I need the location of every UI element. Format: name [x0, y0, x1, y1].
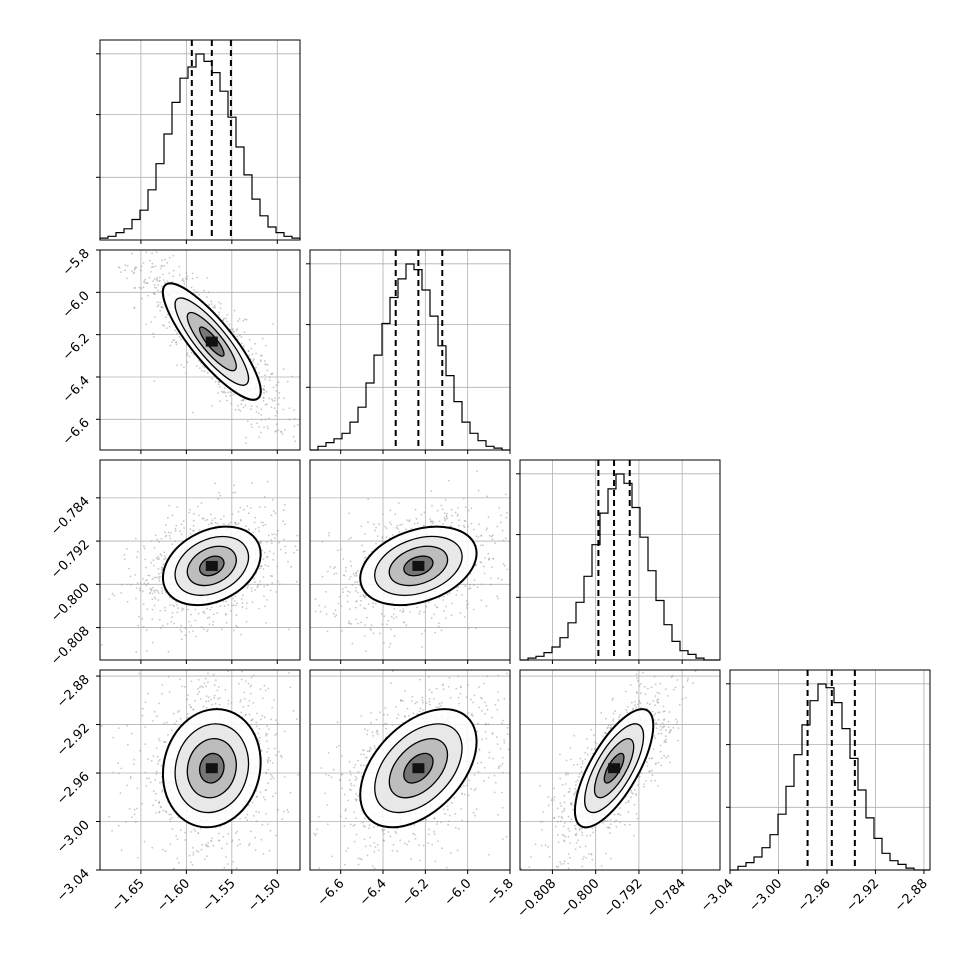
xtick-label: −2.88 [892, 876, 931, 915]
ytick-label: −6.4 [60, 373, 93, 406]
ytick-label: −2.88 [54, 672, 93, 711]
xtick-label: −1.60 [154, 876, 193, 915]
xtick-label: −2.96 [795, 876, 834, 915]
xtick-label: −1.65 [109, 876, 148, 915]
density-peak [205, 763, 218, 774]
ytick-label: −3.04 [54, 866, 93, 905]
hist-panel-4: −3.04 −3.00 −2.96 −2.92 −2.88 [698, 669, 931, 915]
density-panel-4-2: −6.6 −6.4 −6.2 −6.0 −5.8 [309, 669, 517, 909]
xtick-label: −6.2 [399, 876, 432, 909]
xtick-label: −1.55 [200, 876, 239, 915]
ytick-label: −6.0 [60, 289, 93, 322]
xtick-label: −5.8 [484, 876, 517, 909]
hist-panel-2 [306, 249, 511, 454]
xtick-label: −0.800 [558, 876, 603, 921]
ytick-label: −6.6 [60, 416, 93, 449]
density-panel-4-1: −3.04 −3.00 −2.96 −2.92 −2.88 −1.65 −1.60 −1.55… [54, 669, 301, 915]
density-panel-2-1: −6.6 −6.4 −6.2 −6.0 −5.8 [60, 246, 301, 454]
density-peak [205, 336, 218, 347]
xtick-label: −6.4 [357, 876, 390, 909]
hist-step-1 [99, 53, 301, 240]
xtick-label: −0.808 [515, 876, 560, 921]
density-peak [412, 560, 425, 571]
xtick-label: −0.784 [644, 876, 689, 921]
ytick-label: −0.792 [48, 537, 93, 582]
ytick-label: −6.2 [60, 331, 93, 364]
xtick-label: −6.6 [315, 876, 348, 909]
xtick-label: −3.00 [747, 876, 786, 915]
hist-panel-3 [516, 459, 721, 664]
hist-panel-1 [96, 39, 301, 244]
xtick-label: −2.92 [844, 876, 883, 915]
ytick-label: −0.800 [48, 581, 93, 626]
xtick-label: −6.0 [442, 876, 475, 909]
density-peak [412, 763, 425, 774]
ytick-label: −0.808 [48, 624, 93, 669]
ytick-label: −2.96 [54, 769, 93, 808]
ytick-label: −2.92 [54, 721, 93, 760]
xtick-label: −1.50 [245, 876, 284, 915]
density-panel-3-2 [309, 459, 511, 664]
hist-step-3 [520, 473, 720, 661]
hist-step-2 [310, 263, 510, 451]
xtick-label: −0.792 [601, 876, 646, 921]
ytick-label: −3.00 [54, 818, 93, 857]
density-peak [205, 560, 218, 571]
density-peak [608, 763, 621, 774]
xtick-label: −3.04 [698, 876, 737, 915]
ytick-label: −0.784 [48, 494, 93, 539]
density-panel-3-1: −0.808−0.800−0.792−0.784 [48, 459, 301, 669]
ytick-label: −5.8 [60, 246, 93, 279]
hist-step-4 [730, 683, 930, 871]
density-panel-4-3: −0.808−0.800−0.792−0.784 [515, 669, 721, 921]
